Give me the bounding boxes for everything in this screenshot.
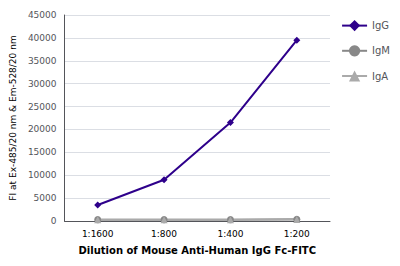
- svg-text:25000: 25000: [28, 102, 57, 112]
- svg-text:FI at Ex-485/20 nm & Em-528/20: FI at Ex-485/20 nm & Em-528/20 nm: [8, 35, 18, 200]
- svg-text:1:1600: 1:1600: [82, 229, 114, 239]
- svg-text:15000: 15000: [28, 147, 57, 157]
- svg-text:1:800: 1:800: [151, 229, 177, 239]
- svg-text:40000: 40000: [28, 33, 57, 43]
- svg-text:5000: 5000: [34, 193, 57, 203]
- svg-text:10000: 10000: [28, 170, 57, 180]
- svg-text:IgG: IgG: [372, 20, 389, 31]
- svg-text:45000: 45000: [28, 10, 57, 20]
- svg-text:20000: 20000: [28, 124, 57, 134]
- svg-text:IgM: IgM: [372, 45, 390, 56]
- svg-text:1:400: 1:400: [217, 229, 243, 239]
- svg-text:IgA: IgA: [372, 71, 388, 82]
- svg-text:1:200: 1:200: [284, 229, 310, 239]
- svg-text:35000: 35000: [28, 56, 57, 66]
- svg-text:0: 0: [51, 216, 57, 226]
- svg-text:Dilution of Mouse Anti-Human I: Dilution of Mouse Anti-Human IgG Fc-FITC: [79, 245, 316, 256]
- svg-text:30000: 30000: [28, 79, 57, 89]
